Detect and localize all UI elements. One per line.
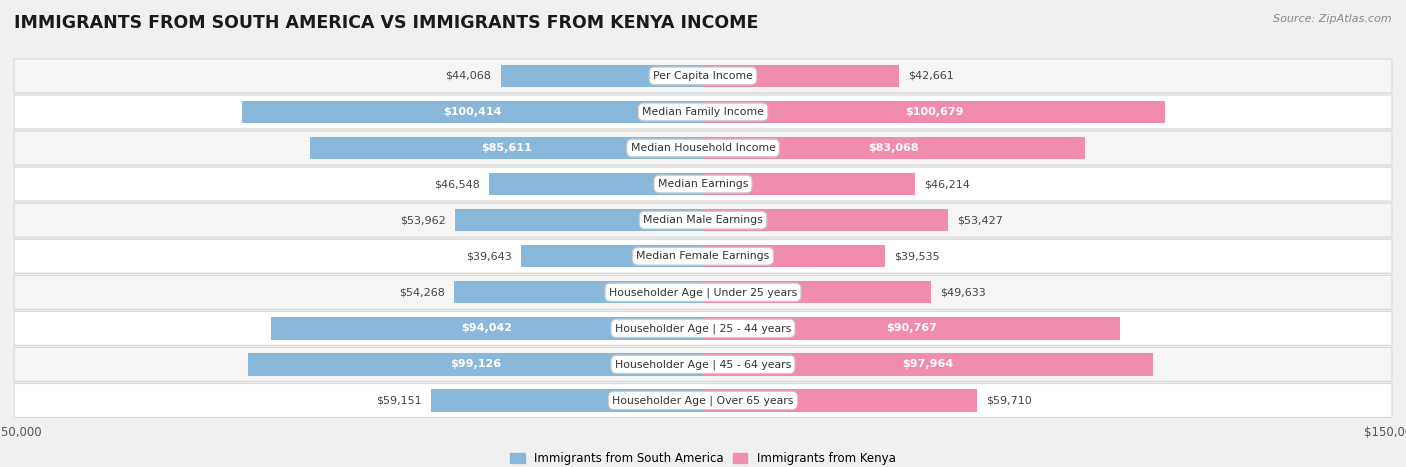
Text: $39,643: $39,643 [465, 251, 512, 261]
Text: Householder Age | Over 65 years: Householder Age | Over 65 years [612, 395, 794, 406]
FancyBboxPatch shape [14, 203, 1392, 237]
Text: $59,710: $59,710 [987, 396, 1032, 405]
FancyBboxPatch shape [14, 239, 1392, 273]
Text: Median Household Income: Median Household Income [630, 143, 776, 153]
Text: Median Female Earnings: Median Female Earnings [637, 251, 769, 261]
Bar [456, 209, 703, 231]
Text: $90,767: $90,767 [886, 323, 936, 333]
Bar [271, 317, 703, 340]
Text: $53,427: $53,427 [957, 215, 1004, 225]
Text: Householder Age | Under 25 years: Householder Age | Under 25 years [609, 287, 797, 297]
Text: $44,068: $44,068 [446, 71, 492, 81]
FancyBboxPatch shape [14, 131, 1392, 165]
Text: Median Male Earnings: Median Male Earnings [643, 215, 763, 225]
Text: Householder Age | 45 - 64 years: Householder Age | 45 - 64 years [614, 359, 792, 370]
Text: $100,414: $100,414 [443, 107, 502, 117]
Bar [703, 317, 1121, 340]
Bar [489, 173, 703, 195]
Bar [432, 389, 703, 411]
Text: $97,964: $97,964 [903, 360, 953, 369]
Text: Per Capita Income: Per Capita Income [652, 71, 754, 81]
Text: $46,214: $46,214 [924, 179, 970, 189]
Text: $49,633: $49,633 [941, 287, 986, 297]
FancyBboxPatch shape [14, 311, 1392, 345]
Bar [703, 245, 884, 268]
Bar [703, 137, 1084, 159]
Text: $42,661: $42,661 [908, 71, 953, 81]
Bar [501, 65, 703, 87]
Bar [703, 173, 915, 195]
Bar [309, 137, 703, 159]
Text: Householder Age | 25 - 44 years: Householder Age | 25 - 44 years [614, 323, 792, 333]
FancyBboxPatch shape [14, 347, 1392, 382]
FancyBboxPatch shape [14, 95, 1392, 129]
Text: $85,611: $85,611 [481, 143, 531, 153]
Text: $53,962: $53,962 [401, 215, 446, 225]
Text: $59,151: $59,151 [377, 396, 422, 405]
FancyBboxPatch shape [14, 276, 1392, 309]
Text: $39,535: $39,535 [894, 251, 939, 261]
Text: IMMIGRANTS FROM SOUTH AMERICA VS IMMIGRANTS FROM KENYA INCOME: IMMIGRANTS FROM SOUTH AMERICA VS IMMIGRA… [14, 14, 758, 32]
Bar [703, 65, 898, 87]
FancyBboxPatch shape [14, 59, 1392, 93]
FancyBboxPatch shape [14, 383, 1392, 417]
Bar [703, 101, 1166, 123]
Bar [703, 281, 931, 304]
Legend: Immigrants from South America, Immigrants from Kenya: Immigrants from South America, Immigrant… [510, 453, 896, 466]
Bar [703, 353, 1153, 375]
Bar [454, 281, 703, 304]
Text: $46,548: $46,548 [434, 179, 479, 189]
Bar [703, 389, 977, 411]
Text: $99,126: $99,126 [450, 360, 501, 369]
Text: Median Earnings: Median Earnings [658, 179, 748, 189]
FancyBboxPatch shape [14, 167, 1392, 201]
Bar [247, 353, 703, 375]
Text: Median Family Income: Median Family Income [643, 107, 763, 117]
Text: $94,042: $94,042 [461, 323, 513, 333]
Bar [520, 245, 703, 268]
Text: $100,679: $100,679 [905, 107, 963, 117]
Bar [242, 101, 703, 123]
Text: $54,268: $54,268 [399, 287, 444, 297]
Bar [703, 209, 949, 231]
Text: $83,068: $83,068 [869, 143, 920, 153]
Text: Source: ZipAtlas.com: Source: ZipAtlas.com [1274, 14, 1392, 24]
